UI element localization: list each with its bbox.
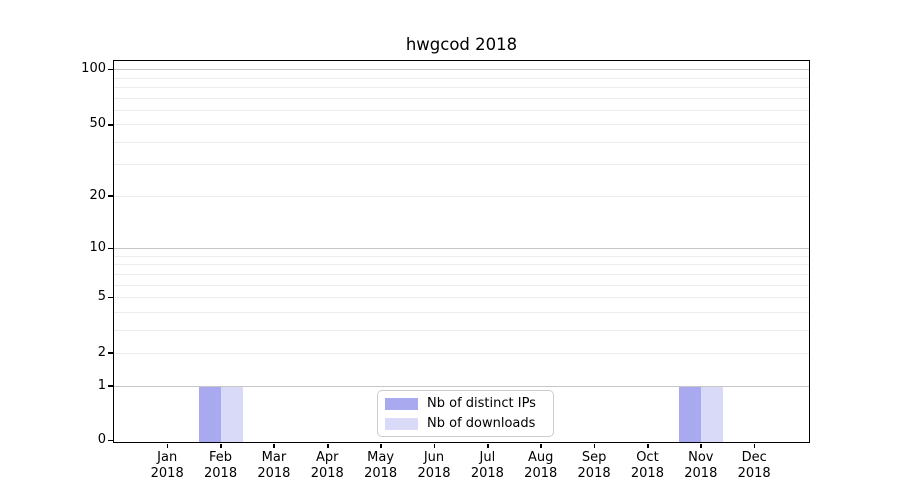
x-axis-tick-label: Mar 2018: [257, 450, 291, 481]
minor-gridline: [114, 77, 809, 79]
y-axis-tick: [108, 68, 113, 71]
x-axis-tick: [326, 443, 329, 448]
x-axis-tick-label: Jun 2018: [417, 450, 451, 481]
y-axis-tick-label: 10: [89, 240, 106, 256]
y-axis-tick-label: 5: [97, 289, 106, 304]
x-axis-tick: [273, 443, 276, 448]
x-axis-tick: [700, 443, 703, 448]
plot-area: Dec 2018 Nov 2018 Oct 2018 Sep 2018 Aug 2018 Jul 20…: [81, 60, 810, 481]
legend-swatch-distinct-ips: [385, 397, 418, 410]
chart-title: hwgcod 2018: [405, 35, 518, 54]
bar-downloads: [220, 386, 243, 442]
x-axis-tick: [753, 443, 756, 448]
minor-gridline: [114, 124, 809, 126]
bar-downloads: [700, 386, 723, 442]
minor-gridline: [114, 352, 809, 354]
y-axis-tick-label: 50: [89, 116, 106, 132]
x-axis-tick: [593, 443, 596, 448]
legend-label-downloads: Nb of downloads: [427, 416, 536, 431]
bar-distinct-ips: [198, 386, 221, 442]
legend-label-distinct-ips: Nb of distinct IPs: [427, 396, 536, 411]
y-axis-tick-label: 0: [97, 432, 106, 447]
x-axis-tick-label: Apr 2018: [310, 450, 344, 481]
minor-gridline: [114, 97, 809, 99]
x-axis-tick: [166, 443, 169, 448]
x-axis-tick: [380, 443, 382, 448]
y-axis-tick: [108, 352, 113, 355]
minor-gridline: [114, 86, 809, 88]
major-gridline: [114, 69, 809, 71]
x-axis-tick-label: Oct 2018: [630, 450, 664, 481]
y-axis-tick-label: 100: [81, 61, 106, 77]
y-axis-tick: [108, 385, 113, 387]
minor-gridline: [114, 195, 809, 197]
y-axis-tick: [108, 123, 113, 126]
x-axis-tick-label: Dec 2018: [737, 450, 771, 481]
minor-gridline: [114, 329, 809, 331]
y-axis-tick-label: 1: [97, 377, 106, 393]
x-axis-tick-label: Nov 2018: [684, 450, 718, 481]
x-axis-tick: [486, 443, 489, 448]
minor-gridline: [114, 297, 809, 298]
legend-item-downloads: Nb of downloads: [385, 416, 553, 431]
y-axis-tick: [108, 247, 113, 250]
bar-distinct-ips: [678, 386, 701, 442]
minor-gridline: [114, 264, 809, 266]
y-axis-tick: [108, 195, 113, 198]
minor-gridline: [114, 273, 809, 275]
legend-item-distinct-ips: Nb of distinct IPs: [385, 396, 553, 411]
y-axis-tick: [108, 296, 113, 299]
minor-gridline: [114, 164, 809, 166]
x-axis-tick-label: Jul 2018: [470, 450, 504, 481]
x-axis-tick: [646, 443, 649, 448]
major-gridline: [114, 248, 809, 250]
x-axis-tick: [540, 443, 543, 448]
minor-gridline: [114, 255, 809, 257]
y-axis-tick-label: 20: [89, 187, 106, 203]
y-axis-tick: [108, 439, 113, 442]
major-gridline: [114, 385, 809, 387]
legend: Nb of distinct IPs Nb of downloads: [377, 390, 554, 437]
y-axis-tick-label: 2: [97, 344, 106, 360]
minor-gridline: [114, 109, 809, 111]
x-axis-tick-label: Sep 2018: [577, 450, 611, 481]
minor-gridline: [114, 284, 809, 286]
minor-gridline: [114, 141, 809, 143]
x-axis-tick-label: Aug 2018: [524, 450, 558, 481]
x-axis-tick: [433, 443, 436, 448]
x-axis-tick-label: May 2018: [364, 450, 398, 481]
legend-swatch-downloads: [385, 417, 418, 430]
x-axis-tick-label: Feb 2018: [204, 450, 238, 481]
x-axis-tick: [220, 443, 222, 448]
x-axis-tick-label: Jan 2018: [150, 450, 184, 481]
minor-gridline: [114, 311, 809, 313]
